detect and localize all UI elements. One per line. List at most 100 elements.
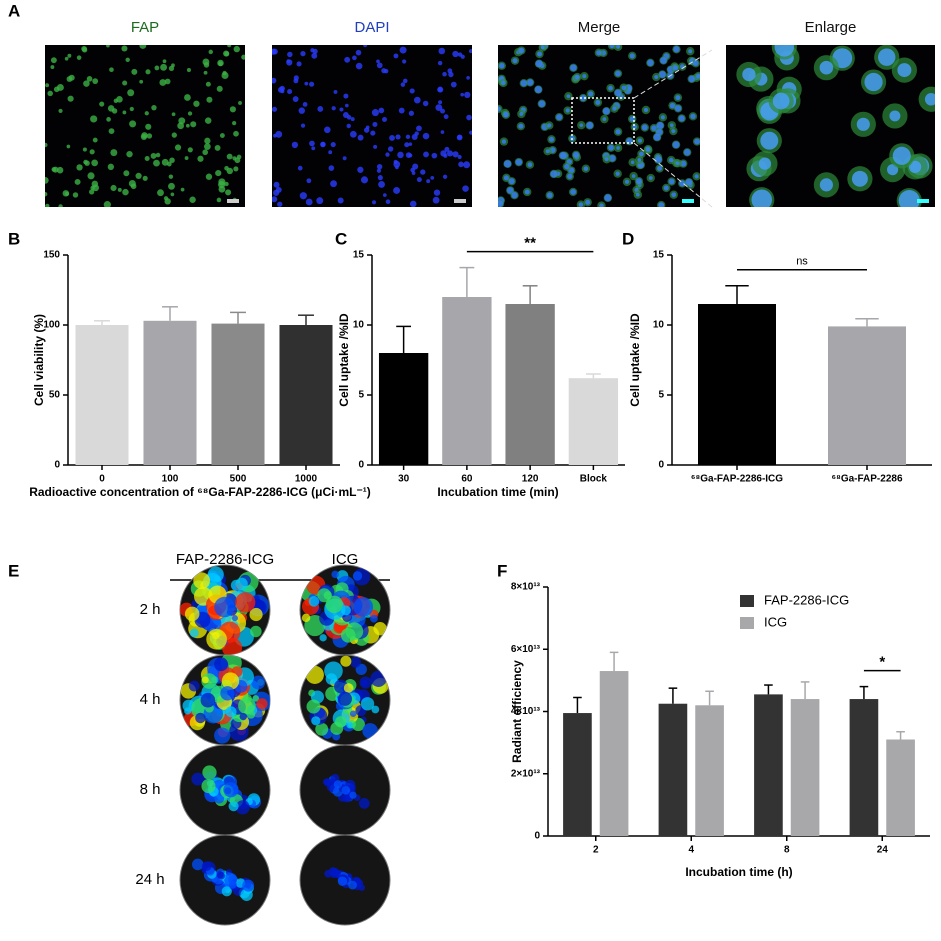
cell	[534, 86, 542, 94]
cell	[389, 134, 395, 141]
cell	[464, 91, 471, 98]
cell	[168, 182, 175, 190]
signal	[180, 566, 270, 655]
cell	[197, 155, 204, 162]
cell	[435, 104, 443, 112]
y-tick-label: 15	[653, 250, 665, 261]
signal-blob	[324, 661, 343, 681]
signal-blob	[193, 572, 211, 590]
signal-blob	[214, 657, 229, 672]
bar	[698, 304, 776, 465]
cell	[405, 134, 411, 140]
cell	[588, 91, 594, 97]
y-tick-label: 6×10¹³	[511, 644, 541, 655]
cell	[602, 107, 610, 115]
x-tick-label: 2	[593, 845, 599, 856]
micrograph	[498, 45, 700, 207]
cell	[397, 151, 404, 159]
cell	[630, 160, 635, 165]
bar	[599, 671, 629, 836]
cell	[498, 200, 504, 207]
error-bar	[573, 696, 582, 714]
cell	[273, 133, 277, 138]
signal-blob	[214, 727, 231, 744]
cell	[446, 150, 454, 157]
signal-blob	[308, 596, 320, 607]
significance-label: ns	[796, 256, 808, 268]
cell	[448, 71, 454, 78]
signal-blob	[311, 716, 321, 726]
cell	[398, 107, 405, 114]
cell	[58, 204, 63, 207]
y-tick-label: 10	[653, 320, 665, 331]
cell	[233, 45, 240, 53]
cell	[225, 189, 232, 196]
row-label: 24 h	[135, 871, 164, 888]
row-label: 4 h	[140, 691, 161, 708]
cell	[535, 60, 543, 68]
cell	[647, 59, 654, 67]
cell	[519, 112, 524, 116]
cell	[350, 117, 355, 122]
error-bar	[162, 306, 178, 321]
cell	[412, 163, 419, 170]
error-bar	[94, 320, 110, 325]
y-axis-label: Cell uptake /%ID	[628, 313, 642, 407]
cell	[330, 180, 337, 188]
cell	[387, 146, 394, 152]
cell	[672, 141, 680, 149]
error-bar	[705, 690, 714, 706]
cell	[205, 81, 211, 87]
cell	[106, 117, 111, 122]
cell	[86, 76, 93, 82]
cell	[56, 83, 64, 91]
y-tick-label: 10	[353, 320, 365, 331]
cell	[616, 45, 621, 49]
cell	[458, 161, 464, 168]
error-bar	[764, 684, 773, 695]
cell	[631, 174, 636, 178]
y-tick-label: 5	[658, 390, 664, 401]
cell	[205, 173, 213, 180]
x-tick-label: 60	[461, 474, 473, 485]
cell	[123, 170, 130, 177]
cell	[99, 101, 105, 107]
cell	[311, 52, 318, 59]
cell	[346, 115, 352, 120]
signal-blob	[225, 706, 237, 718]
cell	[641, 124, 648, 131]
cell	[218, 61, 223, 67]
error-bar	[459, 266, 475, 297]
cell	[438, 100, 443, 105]
cell	[615, 129, 621, 135]
cell	[422, 132, 430, 140]
cell	[142, 175, 148, 181]
y-tick-label: 0	[54, 460, 60, 471]
cell	[456, 134, 463, 141]
signal-blob	[340, 605, 351, 616]
cell	[204, 143, 211, 150]
cell	[694, 138, 700, 145]
cell	[215, 169, 222, 177]
cell	[556, 114, 563, 121]
bar	[505, 304, 555, 465]
cell	[537, 51, 543, 57]
cell	[76, 55, 82, 60]
cell	[450, 81, 457, 88]
bar	[568, 378, 619, 465]
signal-blob	[252, 695, 260, 702]
cell	[572, 151, 580, 158]
cell	[67, 53, 72, 58]
signal-blob	[238, 696, 256, 715]
cell	[520, 79, 528, 87]
cell	[538, 100, 546, 108]
cell	[527, 162, 533, 168]
signal-blob	[184, 707, 192, 715]
cell	[393, 53, 399, 59]
cell	[300, 50, 306, 57]
signal-blob	[305, 665, 324, 684]
cell	[751, 189, 772, 207]
signal-blob	[231, 615, 238, 622]
cells	[45, 45, 245, 207]
cell	[604, 194, 612, 202]
